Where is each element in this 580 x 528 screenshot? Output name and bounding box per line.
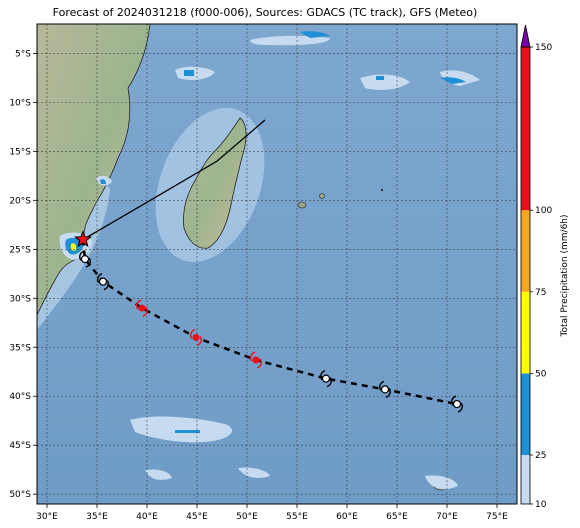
low-pressure-icon (320, 369, 332, 388)
colorbar-tick-label: 10 (535, 500, 547, 510)
colorbar-segment (521, 291, 530, 374)
colorbar-tick-label: 150 (535, 43, 552, 53)
lon-tick-label: 70°E (436, 512, 458, 522)
colorbar-segment (521, 47, 530, 211)
lat-tick-label: 20°S (9, 196, 31, 206)
lat-tick-label: 10°S (9, 98, 31, 108)
lon-tick-label: 30°E (36, 512, 58, 522)
precipitation-layer (59, 31, 480, 490)
colorbar-frame (520, 46, 531, 505)
map-title: Forecast of 2024031218 (f000-006), Sourc… (52, 6, 478, 19)
map-plot-area (37, 24, 517, 504)
colorbar-segment (521, 210, 530, 292)
colorbar-tick-label: 25 (535, 451, 546, 461)
lat-tick-label: 35°S (9, 343, 31, 353)
colorbar-label: Total Precipitation (mm/6h) (560, 214, 570, 337)
lon-tick-label: 65°E (386, 512, 408, 522)
low-pressure-icon (79, 250, 91, 268)
lon-tick-label: 75°E (486, 512, 508, 522)
lon-tick-label: 50°E (236, 512, 258, 522)
tropical-storm-icon (136, 299, 148, 317)
gridlines (37, 24, 517, 504)
lat-tick-label: 15°S (9, 147, 31, 157)
madagascar-land (183, 117, 247, 249)
lon-tick-label: 55°E (286, 512, 308, 522)
colorbar-segment (521, 373, 530, 456)
lat-tick-label: 50°S (9, 490, 31, 500)
lat-tick-label: 5°S (15, 49, 31, 59)
colorbar: 10 25 50 75 100 150 Total Precipitation (mm/6h… (520, 24, 570, 510)
track-markers (74, 230, 463, 413)
colorbar-tick-label: 75 (535, 288, 546, 298)
low-pressure-icon (451, 395, 463, 413)
colorbar-extend-arrow (520, 24, 531, 48)
current-position-star-icon (74, 230, 92, 248)
lat-tick-label: 25°S (9, 245, 31, 255)
low-pressure-icon (97, 272, 109, 291)
latitude-ticks: 5°S 10°S 15°S 20°S 25°S 30°S 35°S 40°S 45°S 50°S (9, 49, 37, 500)
colorbar-tick-label: 50 (535, 369, 547, 379)
lon-tick-label: 40°E (136, 512, 158, 522)
tropical-storm-icon (250, 351, 262, 369)
plot-frame (36, 23, 518, 505)
lon-tick-label: 35°E (86, 512, 108, 522)
low-pressure-icon (379, 380, 391, 399)
lon-tick-label: 45°E (186, 512, 208, 522)
tropical-storm-icon (190, 328, 202, 347)
colorbar-segment (521, 455, 530, 504)
lon-tick-label: 60°E (336, 512, 358, 522)
lat-tick-label: 30°S (9, 294, 31, 304)
track-connector-line (82, 119, 266, 241)
lat-tick-label: 40°S (9, 392, 31, 402)
colorbar-tick-label: 100 (535, 206, 552, 216)
longitude-ticks: 30°E 35°E 40°E 45°E 50°E 55°E 60°E 65°E 70°E 75°E (36, 504, 508, 522)
lat-tick-label: 45°S (9, 441, 31, 451)
